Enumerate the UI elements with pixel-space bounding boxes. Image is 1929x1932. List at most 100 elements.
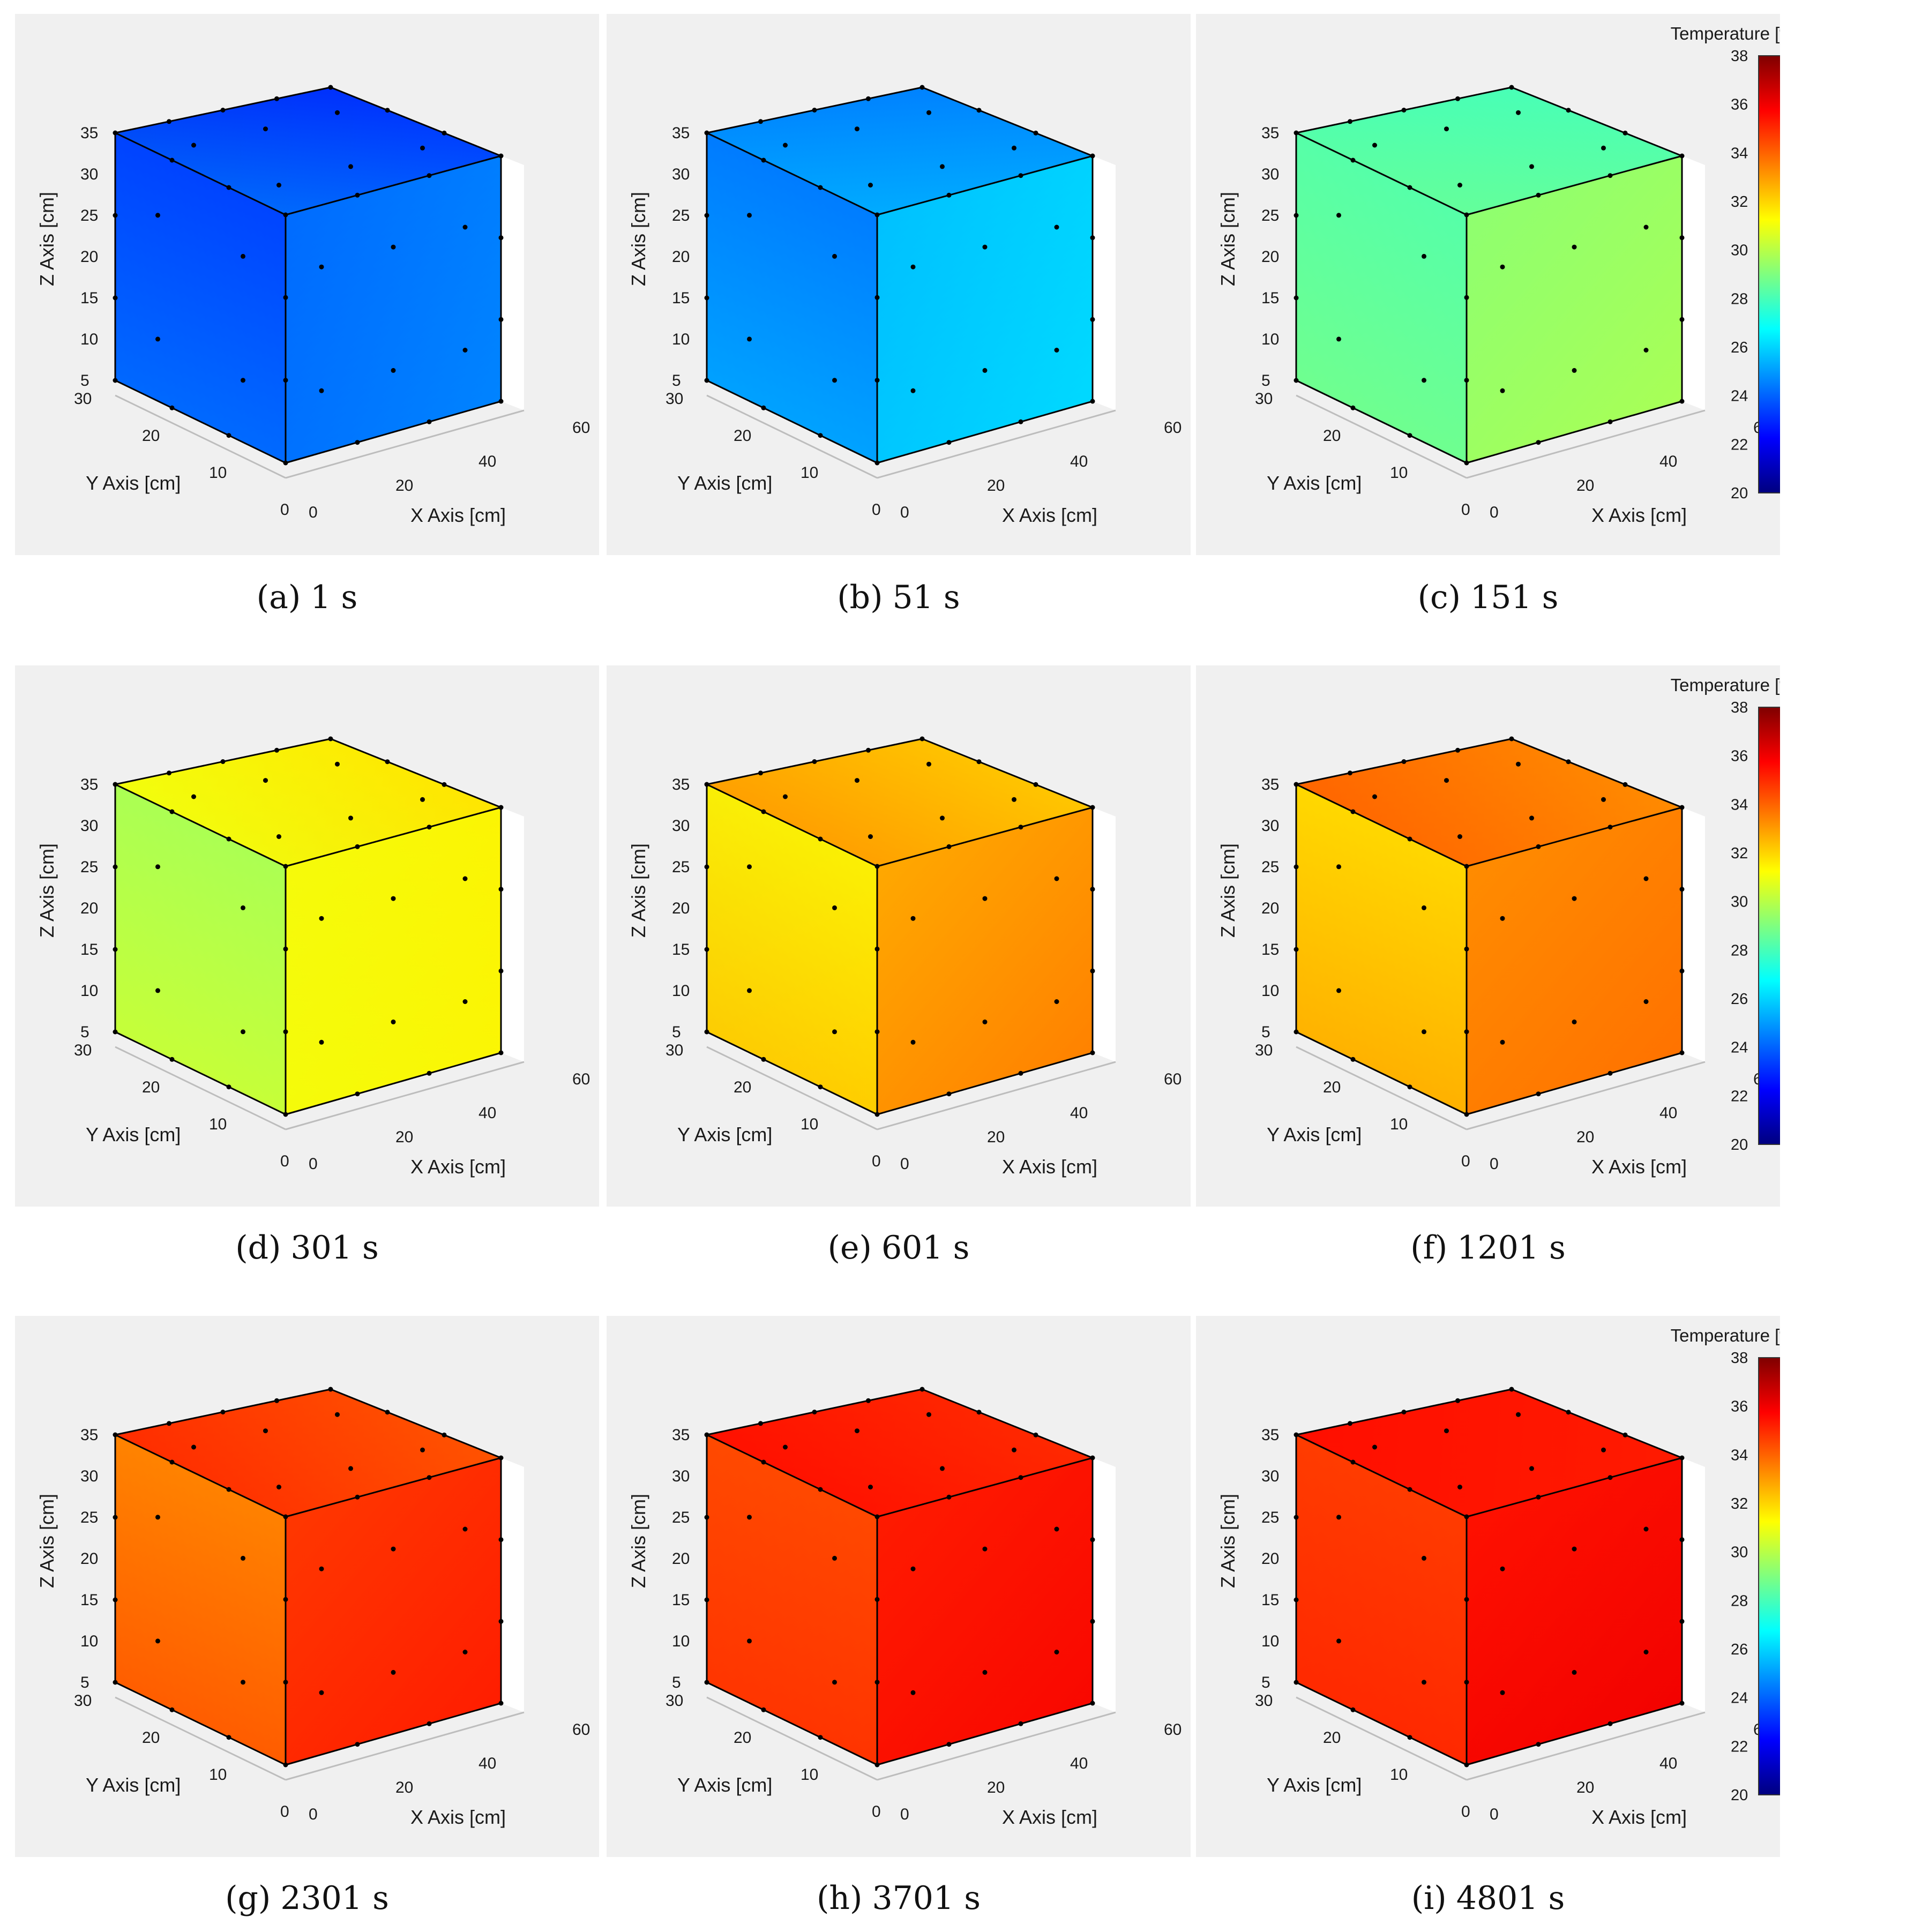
colorbar — [1758, 707, 1780, 1145]
edge-sensor — [427, 1070, 432, 1076]
edge-sensor — [167, 770, 171, 776]
right-sensor — [462, 1650, 468, 1654]
corner-sensor — [113, 1029, 118, 1035]
top-sensor — [263, 126, 268, 132]
z-axis-label: Z Axis [cm] — [36, 1494, 58, 1588]
z-tick-label: 20 — [80, 1550, 98, 1568]
corner-sensor — [874, 1762, 880, 1768]
colorbar-tick-label: 24 — [1731, 1039, 1748, 1057]
z-tick-label: 20 — [672, 1550, 690, 1568]
z-tick-label: 10 — [672, 331, 690, 348]
top-sensor — [420, 145, 425, 151]
edge-sensor — [1407, 1735, 1412, 1740]
edge-sensor — [427, 1475, 432, 1480]
front-sensor — [241, 253, 245, 259]
edge-sensor — [1348, 1421, 1352, 1426]
front-sensor — [1336, 1515, 1341, 1520]
y-axis-line — [706, 1046, 878, 1130]
colorbar-tick-label: 22 — [1731, 1088, 1748, 1105]
corner-sensor — [1679, 1050, 1685, 1055]
cube-edge — [706, 1681, 878, 1766]
z-tick-label: 10 — [80, 982, 98, 1000]
edge-sensor — [113, 1515, 118, 1520]
right-sensor — [1500, 1566, 1505, 1571]
corner-sensor — [1679, 1455, 1685, 1461]
x-tick-label: 60 — [572, 1070, 590, 1088]
edge-sensor — [427, 419, 432, 424]
top-sensor — [1012, 1447, 1016, 1452]
right-sensor — [1500, 264, 1505, 269]
colorbar-tick-label: 36 — [1731, 96, 1748, 114]
corner-sensor — [1294, 130, 1299, 136]
top-sensor — [1516, 1412, 1521, 1417]
corner-sensor — [919, 1387, 925, 1392]
cube-edge — [706, 379, 878, 464]
edge-sensor — [1679, 1537, 1685, 1542]
corner-sensor — [1464, 212, 1469, 218]
x-axis-label: X Axis [cm] — [1002, 504, 1097, 526]
corner-sensor — [704, 1680, 709, 1685]
cube-edge — [1296, 1031, 1467, 1115]
z-tick-label: 35 — [80, 124, 98, 142]
y-axis-label: Y Axis [cm] — [1267, 1774, 1362, 1796]
x-tick-label: 0 — [1490, 1806, 1499, 1823]
edge-sensor — [442, 782, 447, 787]
x-tick-label: 40 — [1070, 1104, 1088, 1122]
corner-sensor — [1464, 460, 1469, 466]
right-sensor — [982, 1546, 988, 1552]
y-axis-line — [115, 1696, 286, 1781]
front-sensor — [832, 1029, 837, 1035]
top-face-overlay — [1296, 1389, 1682, 1517]
right-sensor — [319, 916, 324, 921]
x-axis-label: X Axis [cm] — [1002, 1806, 1097, 1828]
x-tick-label: 20 — [395, 1128, 413, 1146]
right-sensor — [1572, 1546, 1577, 1552]
z-tick-label: 5 — [1261, 372, 1270, 390]
caption-b: (b) 51 s — [607, 579, 1191, 616]
top-sensor — [276, 834, 281, 839]
z-tick-label: 35 — [1261, 776, 1279, 793]
y-tick-label: 30 — [74, 1692, 92, 1710]
front-sensor — [832, 378, 837, 383]
z-tick-label: 20 — [1261, 1550, 1279, 1568]
edge-sensor — [946, 1494, 952, 1500]
panel-e: 5 10 15 20 25 30 35 Z Axis [cm] 0 10 20 30 Y Axis [c… — [607, 665, 1191, 1207]
right-sensor — [910, 1566, 916, 1571]
z-tick-label: 10 — [80, 331, 98, 348]
right-face-overlay — [877, 807, 1093, 1114]
top-sensor — [335, 110, 340, 115]
x-tick-label: 40 — [478, 1755, 496, 1772]
x-tick-label: 40 — [1070, 453, 1088, 470]
edge-sensor — [355, 844, 360, 849]
right-sensor — [462, 348, 468, 353]
right-sensor — [1572, 1019, 1577, 1024]
top-sensor — [1444, 126, 1449, 132]
edge-sensor — [1608, 1475, 1613, 1480]
corner-sensor — [1679, 805, 1685, 810]
y-tick-label: 20 — [1323, 427, 1341, 445]
x-tick-label: 0 — [900, 504, 909, 521]
z-tick-label: 5 — [1261, 1674, 1270, 1691]
z-tick-label: 5 — [80, 1674, 89, 1691]
corner-sensor — [498, 1701, 504, 1706]
edge-sensor — [874, 1029, 880, 1035]
z-tick-label: 25 — [1261, 1509, 1279, 1526]
top-sensor — [926, 1412, 931, 1417]
right-sensor — [391, 1019, 396, 1024]
edge-sensor — [1536, 1742, 1541, 1747]
z-tick-label: 5 — [672, 1023, 681, 1041]
panel-h: 5 10 15 20 25 30 35 Z Axis [cm] 0 10 20 30 Y Axis [c… — [607, 1316, 1191, 1857]
edge-sensor — [226, 433, 231, 438]
y-axis-label: Y Axis [cm] — [1267, 1124, 1362, 1145]
top-sensor — [420, 1447, 425, 1452]
y-tick-label: 10 — [801, 1766, 818, 1784]
edge-sensor — [226, 1487, 231, 1492]
top-sensor — [783, 1444, 788, 1450]
cube-edge — [115, 1681, 286, 1766]
colorbar-tick-label: 24 — [1731, 1690, 1748, 1707]
panel-c: 5 10 15 20 25 30 35 Z Axis [cm] 0 10 20 30 Y Axis [c… — [1196, 14, 1780, 555]
z-tick-label: 25 — [80, 1509, 98, 1526]
caption-time: 151 s — [1470, 579, 1559, 616]
edge-sensor — [1566, 1410, 1571, 1415]
edge-sensor — [498, 968, 504, 974]
